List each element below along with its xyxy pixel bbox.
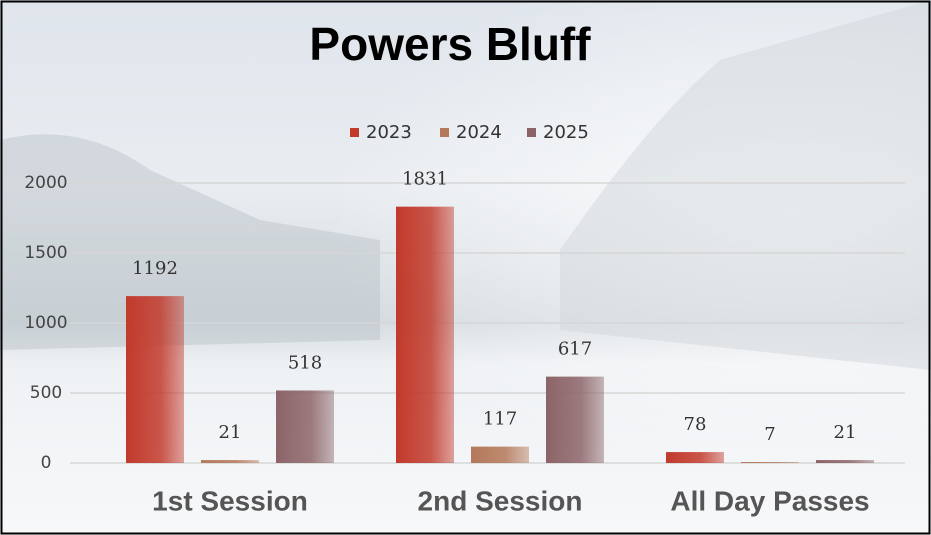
value-label: 78 xyxy=(684,414,707,435)
bar xyxy=(741,462,799,463)
y-tick-label: 1500 xyxy=(24,243,67,263)
value-label: 617 xyxy=(558,339,592,360)
value-label: 1192 xyxy=(132,258,178,279)
bar xyxy=(471,446,529,463)
y-tick-label: 2000 xyxy=(24,173,67,193)
legend-swatch xyxy=(440,128,449,137)
bar xyxy=(201,460,259,463)
value-label: 21 xyxy=(219,422,242,443)
x-tick-label: 1st Session xyxy=(152,485,308,516)
y-tick-label: 500 xyxy=(30,383,62,403)
legend-label: 2024 xyxy=(456,122,502,143)
value-label: 21 xyxy=(834,422,857,443)
legend-swatch xyxy=(527,128,536,137)
bar xyxy=(396,206,454,463)
legend-label: 2025 xyxy=(543,122,589,143)
value-label: 117 xyxy=(483,409,517,430)
tree-line xyxy=(560,0,931,370)
legend-swatch xyxy=(350,128,359,137)
value-label: 518 xyxy=(288,352,322,373)
x-tick-label: 2nd Session xyxy=(418,485,583,516)
legend-label: 2023 xyxy=(366,122,412,143)
tree-line xyxy=(0,134,380,350)
y-tick-label: 0 xyxy=(41,453,52,473)
value-label: 7 xyxy=(764,424,775,445)
bar xyxy=(546,376,604,463)
x-tick-label: All Day Passes xyxy=(670,485,869,516)
y-tick-label: 1000 xyxy=(24,313,67,333)
value-label: 1831 xyxy=(402,169,448,190)
bar xyxy=(276,390,334,463)
bar xyxy=(666,452,724,463)
bar xyxy=(816,460,874,463)
bar xyxy=(126,296,184,463)
chart-title: Powers Bluff xyxy=(309,18,591,70)
